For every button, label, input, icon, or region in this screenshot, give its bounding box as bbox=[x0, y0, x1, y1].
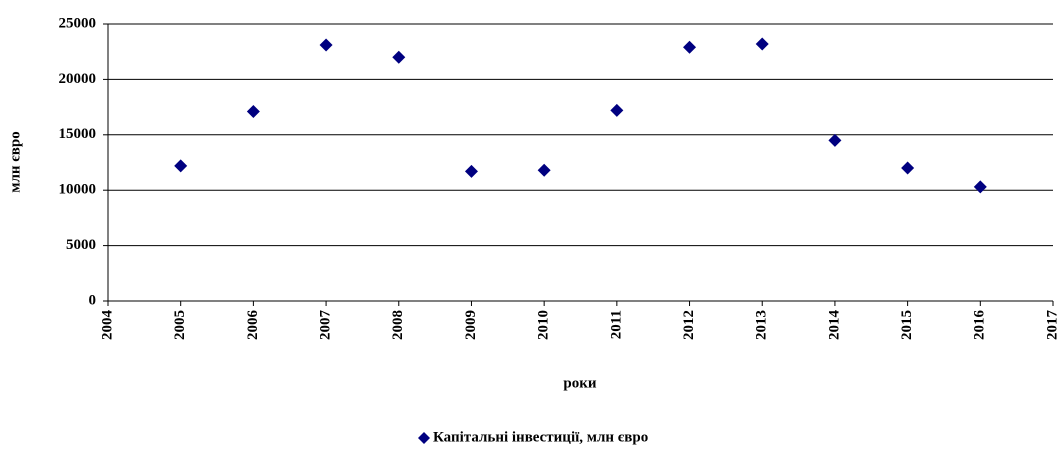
point bbox=[537, 163, 551, 177]
x-tick-label: 2006 bbox=[245, 310, 261, 341]
point bbox=[246, 105, 260, 119]
point bbox=[901, 161, 915, 175]
x-tick-label: 2008 bbox=[390, 310, 406, 340]
y-tick-label: 20000 bbox=[59, 71, 97, 87]
point bbox=[319, 38, 333, 52]
y-tick-label: 5000 bbox=[66, 237, 96, 253]
y-tick-label: 10000 bbox=[59, 182, 97, 198]
x-axis-label: роки bbox=[563, 375, 596, 391]
x-tick-label: 2009 bbox=[463, 310, 479, 340]
y-axis-label: млн євро bbox=[7, 131, 23, 192]
legend-label: Капітальні інвестиції, млн євро bbox=[433, 429, 648, 445]
x-tick-label: 2012 bbox=[681, 310, 697, 340]
point bbox=[464, 164, 478, 178]
x-tick-label: 2013 bbox=[754, 310, 770, 340]
x-tick-label: 2004 bbox=[99, 310, 115, 341]
y-tick-label: 15000 bbox=[59, 126, 97, 142]
point bbox=[392, 50, 406, 64]
y-tick-label: 25000 bbox=[59, 15, 97, 31]
point bbox=[610, 103, 624, 117]
point bbox=[174, 159, 188, 173]
point bbox=[683, 40, 697, 54]
point bbox=[973, 180, 987, 194]
x-tick-label: 2005 bbox=[172, 310, 188, 340]
x-tick-label: 2017 bbox=[1044, 310, 1060, 341]
legend-marker bbox=[418, 432, 430, 444]
x-tick-label: 2016 bbox=[972, 310, 988, 341]
point bbox=[755, 37, 769, 51]
y-tick-label: 0 bbox=[89, 292, 97, 308]
point bbox=[828, 133, 842, 147]
x-tick-label: 2007 bbox=[318, 310, 334, 341]
x-tick-label: 2011 bbox=[608, 310, 624, 339]
x-tick-label: 2015 bbox=[899, 310, 915, 340]
x-tick-label: 2010 bbox=[536, 310, 552, 340]
x-tick-label: 2014 bbox=[826, 310, 842, 341]
